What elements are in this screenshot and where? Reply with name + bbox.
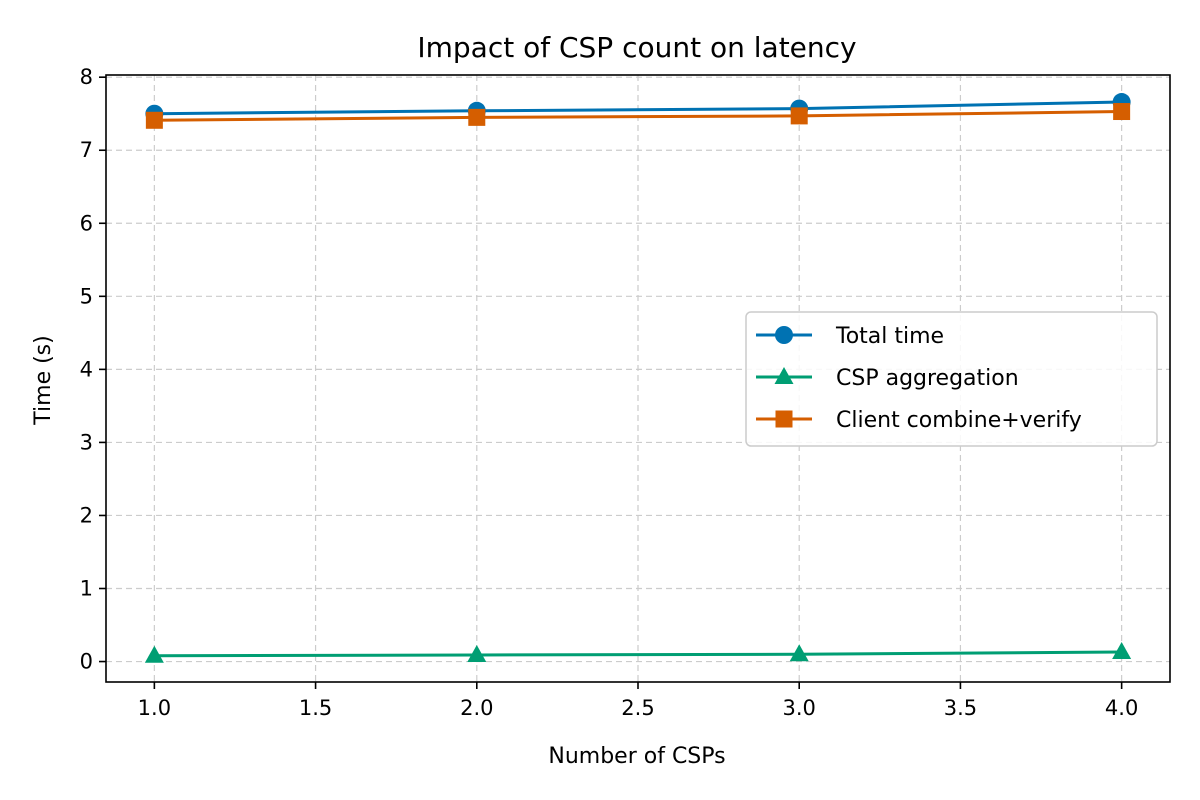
y-tick-label: 6	[80, 211, 93, 235]
series-client-combine-verify	[145, 103, 1131, 129]
y-tick-label: 1	[80, 577, 93, 601]
legend-marker	[774, 367, 794, 384]
x-tick-label: 3.5	[944, 696, 977, 720]
y-tick-label: 3	[80, 430, 93, 454]
legend-entry: Client combine+verify	[756, 408, 1082, 433]
x-tick-label: 1.0	[138, 696, 171, 720]
series-csp-aggregation	[144, 642, 1132, 663]
data-point	[1112, 642, 1132, 660]
x-tick-label: 2.5	[621, 696, 654, 720]
axis-ticks: 1.0 1.5 2.0 2.5 3.0 3.5 4.0 0 1 2 3 4 5 6 7 8	[80, 65, 1139, 720]
data-point	[144, 645, 164, 663]
legend-label: Total time	[835, 324, 944, 349]
x-tick-label: 2.0	[460, 696, 493, 720]
legend-entry: CSP aggregation	[756, 366, 1019, 391]
legend: Total time CSP aggregation Client combine+…	[745, 311, 1158, 447]
series-layer	[144, 93, 1132, 663]
data-point	[468, 108, 486, 126]
data-point	[789, 644, 809, 662]
data-point	[467, 644, 487, 662]
y-tick-label: 5	[80, 284, 93, 308]
y-tick-label: 0	[80, 650, 93, 674]
y-axis-label: Time (s)	[31, 335, 56, 425]
series-line	[154, 110, 1122, 122]
data-point	[790, 107, 808, 125]
series-line	[154, 100, 1122, 116]
x-tick-label: 4.0	[1105, 696, 1138, 720]
y-tick-label: 2	[80, 503, 93, 527]
y-tick-label: 7	[80, 138, 93, 162]
y-tick-label: 4	[80, 357, 93, 381]
x-tick-label: 1.5	[299, 696, 332, 720]
x-axis-label: Number of CSPs	[548, 744, 725, 769]
legend-entry: Total time	[756, 324, 944, 349]
legend-box	[745, 311, 1158, 447]
legend-label: CSP aggregation	[836, 366, 1019, 391]
data-point	[1113, 103, 1131, 121]
legend-marker	[775, 326, 793, 344]
series-line	[154, 650, 1122, 658]
data-point	[145, 111, 163, 129]
legend-label: Client combine+verify	[836, 408, 1082, 433]
x-tick-label: 3.0	[783, 696, 816, 720]
y-tick-label: 8	[80, 65, 93, 89]
legend-marker	[775, 410, 793, 428]
chart-title: Impact of CSP count on latency	[417, 31, 856, 64]
